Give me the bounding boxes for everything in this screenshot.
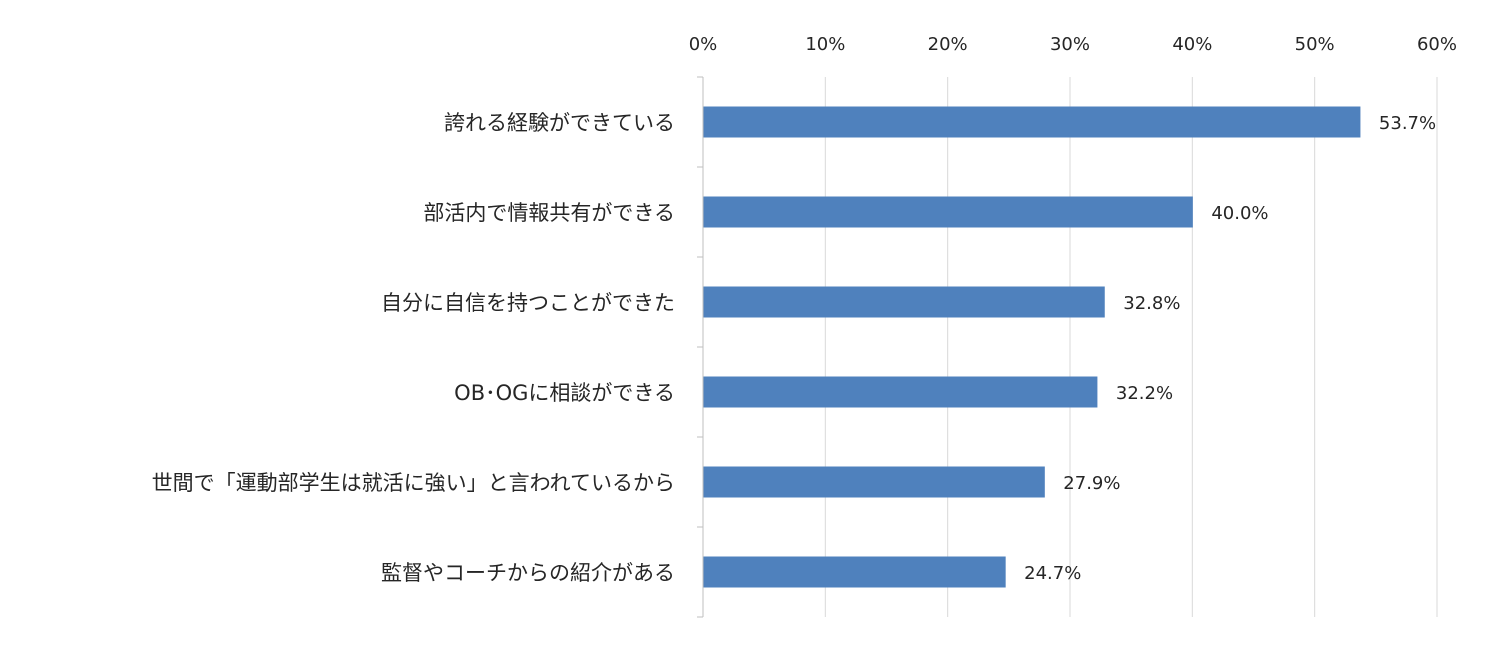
category-label: 部活内で情報共有ができる [423,201,675,225]
data-label: 32.2% [1116,383,1173,404]
x-tick-label: 0% [689,34,718,55]
data-label: 53.7% [1379,113,1436,134]
category-label: 世間で「運動部学生は就活に強い」と言われているから [152,471,675,495]
bars [703,106,1361,588]
x-tick-label: 30% [1050,34,1090,55]
data-label: 24.7% [1024,563,1081,584]
gridlines [824,77,1438,617]
data-label: 27.9% [1063,473,1120,494]
bar [703,196,1193,228]
x-tick-label: 50% [1295,34,1335,55]
data-label: 40.0% [1211,203,1268,224]
x-tick-label: 10% [805,34,845,55]
category-label: 監督やコーチからの紹介がある [381,561,675,585]
data-label: 32.8% [1123,293,1180,314]
bar [703,556,1006,588]
bar [703,106,1361,138]
category-label: 誇れる経験ができている [444,111,675,135]
category-axis [697,76,704,618]
category-label: OB･OGに相談ができる [454,381,675,405]
x-tick-label: 60% [1417,34,1457,55]
x-tick-label: 40% [1172,34,1212,55]
bar [703,286,1105,318]
category-label: 自分に自信を持つことができた [381,291,675,315]
x-tick-label: 20% [928,34,968,55]
data-labels: 53.7% 40.0% 32.8% 32.2% 27.9% 24.7% [1024,113,1436,584]
bar [703,466,1045,498]
bar [703,376,1098,408]
x-axis-ticks: 0% 10% 20% 30% 40% 50% 60% [689,34,1457,55]
